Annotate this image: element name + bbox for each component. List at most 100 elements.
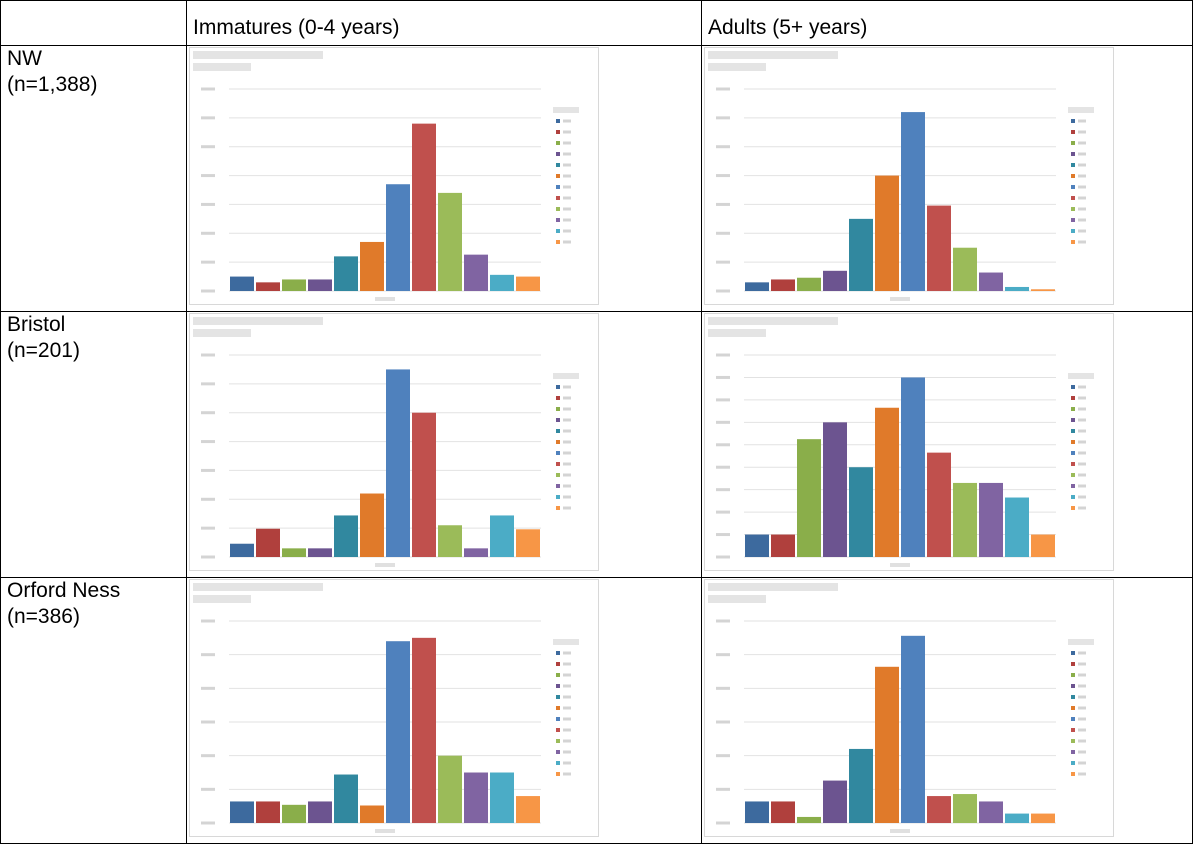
- legend-swatch: [556, 229, 560, 233]
- y-tick-stub: [716, 653, 730, 657]
- y-tick-stub: [716, 353, 730, 357]
- y-tick-stub: [201, 653, 215, 657]
- legend-swatch: [556, 240, 560, 244]
- legend-swatch: [1071, 207, 1075, 211]
- legend-swatch: [556, 163, 560, 167]
- legend-stub: [1078, 207, 1086, 211]
- bar: [1005, 497, 1029, 557]
- legend-stub: [1078, 440, 1086, 444]
- legend-stub: [1078, 174, 1086, 178]
- axis-title: [890, 829, 910, 833]
- y-tick-stub: [716, 202, 730, 206]
- bar: [438, 525, 462, 557]
- legend-stub: [1078, 396, 1086, 400]
- filter-button: [193, 329, 251, 337]
- legend-stub: [563, 396, 571, 400]
- filter-button: [708, 317, 838, 325]
- chart: [704, 47, 1114, 305]
- legend-swatch: [1071, 772, 1075, 776]
- chart-cell: [701, 45, 1193, 312]
- chart: [189, 47, 599, 305]
- legend-swatch: [1071, 739, 1075, 743]
- bar: [490, 515, 514, 557]
- axis-title: [375, 297, 395, 301]
- legend-swatch: [1071, 440, 1075, 444]
- bar: [823, 422, 847, 557]
- y-tick-stub: [716, 619, 730, 623]
- legend-stub: [563, 750, 571, 754]
- legend-swatch: [556, 750, 560, 754]
- legend-title: [553, 639, 579, 645]
- legend-stub: [1078, 462, 1086, 466]
- row-count: (n=1,388): [7, 73, 98, 96]
- bar: [875, 666, 899, 823]
- legend-title: [1068, 639, 1094, 645]
- legend-swatch: [1071, 130, 1075, 134]
- filter-button: [708, 329, 766, 337]
- y-tick-stub: [716, 510, 730, 514]
- legend-swatch: [556, 684, 560, 688]
- legend-swatch: [556, 196, 560, 200]
- legend-swatch: [1071, 240, 1075, 244]
- legend-swatch: [1071, 418, 1075, 422]
- legend-swatch: [1071, 429, 1075, 433]
- bar: [516, 276, 540, 291]
- legend-swatch: [556, 451, 560, 455]
- y-tick-stub: [201, 289, 215, 293]
- filter-button: [708, 583, 838, 591]
- bar: [386, 184, 410, 291]
- bar: [464, 254, 488, 291]
- chart-cell: [186, 577, 702, 844]
- bar: [334, 774, 358, 823]
- legend-stub: [563, 473, 571, 477]
- y-tick-stub: [716, 420, 730, 424]
- bar: [282, 804, 306, 823]
- legend-stub: [563, 484, 571, 488]
- row-count: (n=386): [7, 605, 80, 628]
- y-tick-stub: [716, 145, 730, 149]
- legend-swatch: [556, 418, 560, 422]
- bar: [1005, 286, 1029, 291]
- bar: [464, 548, 488, 557]
- row-name: Orford Ness: [7, 579, 121, 602]
- legend-swatch: [556, 728, 560, 732]
- legend-stub: [1078, 695, 1086, 699]
- bar: [412, 123, 436, 291]
- chart: [189, 579, 599, 837]
- legend-swatch: [556, 130, 560, 134]
- chart-cell: [701, 577, 1193, 844]
- chart-cell: [701, 311, 1193, 578]
- legend-stub: [1078, 407, 1086, 411]
- legend-stub: [563, 119, 571, 123]
- y-tick-stub: [201, 231, 215, 235]
- legend-stub: [563, 207, 571, 211]
- y-tick-stub: [716, 260, 730, 264]
- bar: [927, 205, 951, 291]
- bar: [516, 529, 540, 557]
- legend-stub: [563, 240, 571, 244]
- filter-button: [193, 63, 251, 71]
- bar: [282, 548, 306, 557]
- legend-stub: [563, 385, 571, 389]
- bar: [797, 816, 821, 823]
- y-tick-stub: [716, 231, 730, 235]
- row: Orford Ness (n=386): [0, 577, 1193, 844]
- legend-swatch: [1071, 651, 1075, 655]
- bar: [308, 548, 332, 557]
- legend-swatch: [1071, 473, 1075, 477]
- legend-swatch: [1071, 484, 1075, 488]
- legend-stub: [563, 495, 571, 499]
- legend-stub: [563, 684, 571, 688]
- legend-swatch: [1071, 761, 1075, 765]
- legend-swatch: [556, 119, 560, 123]
- row-label-cell: NW (n=1,388): [0, 45, 187, 312]
- legend-swatch: [556, 152, 560, 156]
- filter-button: [708, 51, 838, 59]
- y-tick-stub: [716, 555, 730, 559]
- legend-stub: [1078, 728, 1086, 732]
- legend-stub: [1078, 163, 1086, 167]
- bar: [230, 276, 254, 291]
- bar: [386, 641, 410, 823]
- y-tick-stub: [716, 821, 730, 825]
- legend-swatch: [1071, 196, 1075, 200]
